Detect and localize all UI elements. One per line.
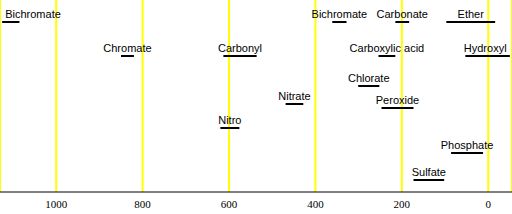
svg-text:Phosphate: Phosphate [441,139,494,151]
svg-text:Chlorate: Chlorate [348,72,390,84]
svg-text:Carboxylic acid: Carboxylic acid [350,42,425,54]
svg-text:1000: 1000 [45,198,68,210]
svg-text:Carbonyl: Carbonyl [218,42,262,54]
svg-text:Peroxide: Peroxide [376,94,419,106]
svg-text:600: 600 [221,198,238,210]
svg-text:800: 800 [134,198,151,210]
svg-text:Carbonate: Carbonate [377,8,428,20]
svg-text:Bichromate: Bichromate [8,8,61,20]
svg-text:Nitrate: Nitrate [278,90,310,102]
svg-text:Hydroxyl: Hydroxyl [464,42,504,54]
svg-text:Nitro: Nitro [218,114,241,126]
svg-text:200: 200 [394,198,411,210]
svg-text:400: 400 [307,198,324,210]
svg-text:Sulfate: Sulfate [412,166,446,178]
svg-text:0: 0 [485,198,491,210]
svg-text:Chromate: Chromate [103,42,151,54]
svg-text:Ether: Ether [458,8,485,20]
svg-text:Bichromate: Bichromate [312,8,368,20]
